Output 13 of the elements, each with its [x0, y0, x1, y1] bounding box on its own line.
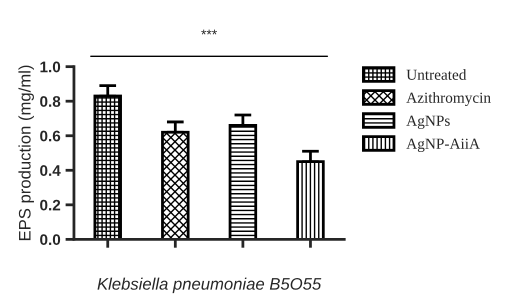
legend-label: AgNPs: [406, 116, 450, 129]
y-tick-label: 0.0: [40, 234, 60, 246]
legend-label: Untreated: [406, 69, 466, 80]
y-tick-label: 0.2: [40, 200, 60, 211]
y-tick-label: 0.6: [40, 130, 60, 142]
y-tick-label: 1.0: [40, 62, 60, 72]
legend-label: AgNP-AiiA: [406, 138, 480, 152]
y-axis-title: EPS production (mg/ml): [18, 66, 34, 240]
text: ***: [201, 30, 217, 34]
y-tick-label: 0.4: [40, 165, 61, 176]
x-axis-title: Klebsiella pneumoniae B5O55: [98, 278, 322, 294]
y-tick-label: 0.8: [40, 96, 60, 107]
legend-label: Azithromycin: [406, 92, 491, 106]
